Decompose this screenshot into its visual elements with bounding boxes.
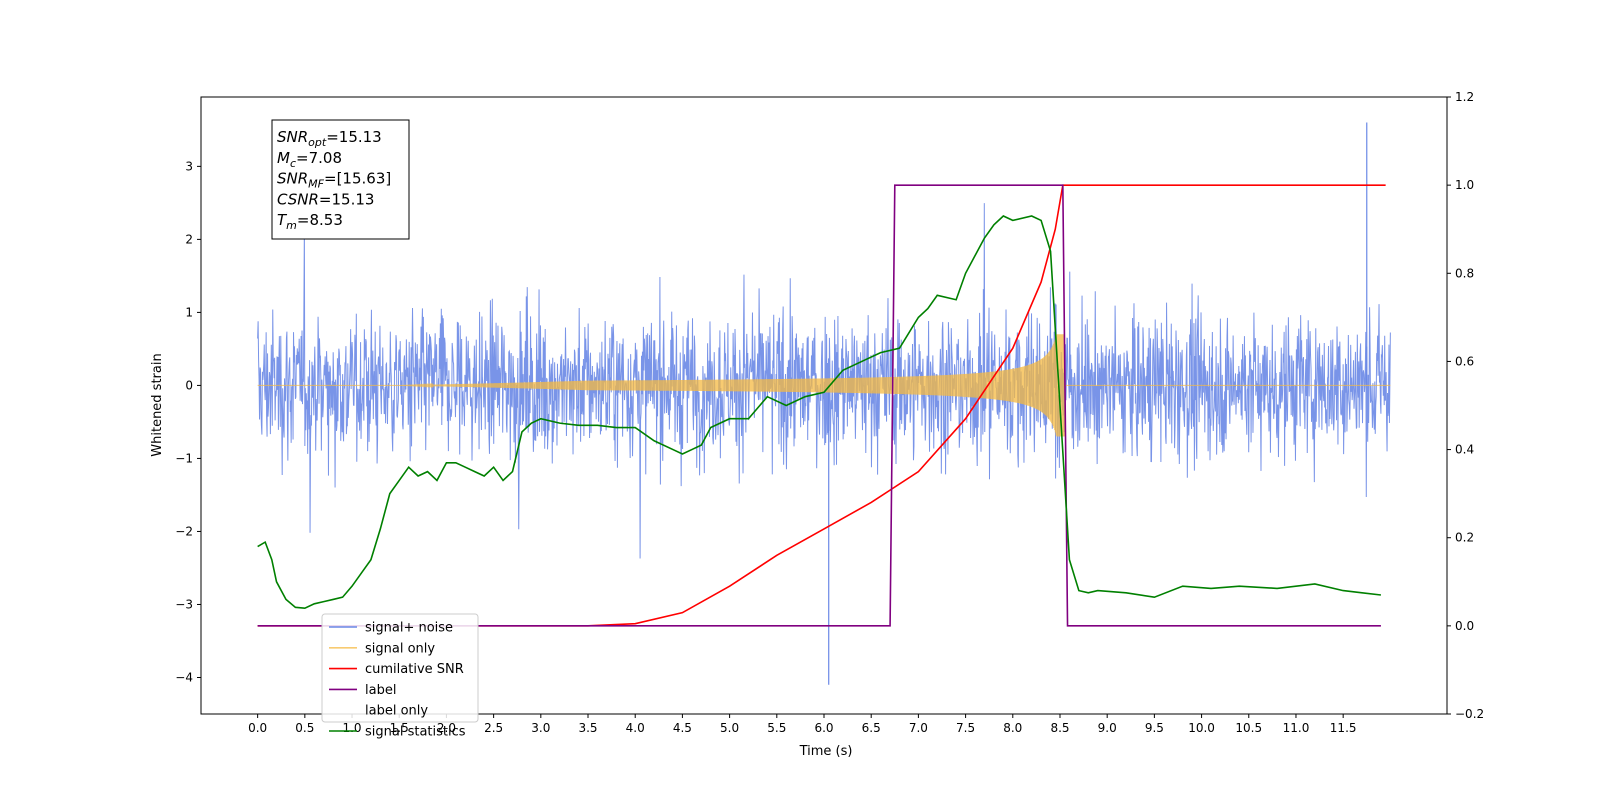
annotation-line: CSNR=15.13 [277, 190, 374, 208]
annotation-symbol: T [277, 211, 288, 229]
annotation-value: =15.13 [319, 190, 375, 208]
x-tick-label: 9.0 [1098, 721, 1117, 735]
y2-tick-label: 1.2 [1455, 90, 1474, 104]
annotation-symbol: CSNR [277, 190, 319, 208]
legend-entry: signal+ noise [365, 621, 453, 636]
y2-tick-label: −0.2 [1455, 707, 1484, 721]
y2-tick-label: 0.8 [1455, 266, 1474, 280]
annotation-symbol: SNR [277, 128, 308, 146]
x-tick-label: 2.0 [437, 721, 456, 735]
annotation-subscript: m [286, 219, 297, 232]
x-tick-label: 3.5 [578, 721, 597, 735]
legend-entry: label only [365, 704, 428, 719]
x-tick-label: 1.5 [390, 721, 409, 735]
annotation-value: =[15.63] [324, 170, 391, 188]
series-cumulative-snr-line [257, 184, 1386, 627]
y-tick-label: 0 [185, 378, 193, 392]
annotation-value: =8.53 [297, 211, 343, 229]
y2-tick-label: 0.0 [1455, 619, 1474, 633]
y2-tick-label: 0.2 [1455, 531, 1474, 545]
legend-entry: signal only [365, 641, 435, 656]
annotation-frame [271, 119, 410, 240]
legend-frame [321, 613, 479, 723]
x-tick-label: 3.0 [531, 721, 550, 735]
annotation-line: Tm=8.53 [277, 211, 343, 232]
annotation-symbol: SNR [277, 170, 308, 188]
x-tick-label: 6.5 [862, 721, 881, 735]
annotation-subscript: c [290, 157, 296, 170]
x-tick-label: 5.5 [767, 721, 786, 735]
y-tick-label: 3 [185, 159, 193, 173]
plot-area [257, 122, 1391, 685]
axes: 0.0 0.5 1.0 1.5 2.0 2.5 3.0 3.5 4.0 4.5 5.0 5.5 6.0 6… [175, 90, 1484, 735]
x-axis-label: Time (s) [799, 744, 853, 759]
series-signal-only-line [257, 334, 1391, 437]
x-tick-label: 9.5 [1145, 721, 1164, 735]
x-tick-label: 0.5 [295, 721, 314, 735]
x-tick-label: 11.5 [1330, 721, 1357, 735]
x-tick-label: 10.0 [1188, 721, 1215, 735]
y2-tick-label: 0.4 [1455, 443, 1474, 457]
x-tick-label: 1.0 [342, 721, 361, 735]
y-tick-label: −1 [175, 451, 193, 465]
y-tick-label: −2 [175, 524, 193, 538]
y-axis-label: Whitened strain [150, 353, 165, 456]
annotation-subscript: opt [308, 136, 327, 149]
x-tick-label: 10.5 [1235, 721, 1262, 735]
annotation-symbol: M [277, 149, 290, 167]
x-tick-label: 6.0 [814, 721, 833, 735]
annotation-box: SNRopt=15.13Mc=7.08SNRMF=[15.63]CSNR=15.… [271, 119, 410, 240]
x-tick-label: 0.0 [248, 721, 267, 735]
y-tick-label: −3 [175, 597, 193, 611]
y2-tick-label: 1.0 [1455, 178, 1474, 192]
series-label-line [257, 184, 1381, 627]
legend-entry: label [365, 683, 396, 698]
x-tick-label: 2.5 [484, 721, 503, 735]
annotation-value: =7.08 [296, 149, 342, 167]
x-tick-label: 4.0 [626, 721, 645, 735]
legend: signal+ noise signal only cumilative SNR la… [321, 613, 479, 740]
series-signal-statistics-line [257, 215, 1382, 610]
x-tick-label: 7.0 [909, 721, 928, 735]
annotation-line: Mc=7.08 [277, 149, 342, 170]
x-tick-label: 8.0 [1003, 721, 1022, 735]
y-tick-label: −4 [175, 670, 193, 684]
y-tick-label: 2 [185, 232, 193, 246]
x-tick-label: 4.5 [673, 721, 692, 735]
annotation-line: SNRMF=[15.63] [277, 170, 391, 191]
legend-entry: cumilative SNR [365, 662, 464, 677]
x-tick-label: 7.5 [956, 721, 975, 735]
annotation-line: SNRopt=15.13 [277, 128, 382, 149]
legend-entry: signal statistics [365, 725, 466, 740]
x-tick-label: 5.0 [720, 721, 739, 735]
x-tick-label: 8.5 [1050, 721, 1069, 735]
annotation-subscript: MF [308, 178, 324, 191]
y2-tick-label: 0.6 [1455, 354, 1474, 368]
annotation-value: =15.13 [326, 128, 382, 146]
y-tick-label: 1 [185, 305, 193, 319]
x-tick-label: 11.0 [1283, 721, 1310, 735]
